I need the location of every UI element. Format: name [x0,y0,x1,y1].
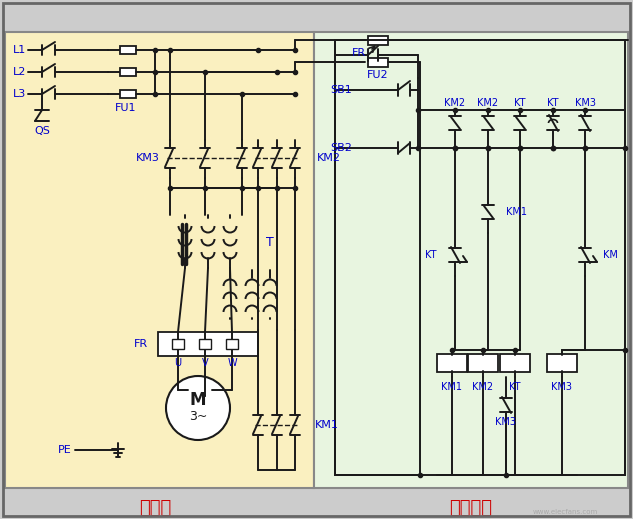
Bar [368,58,388,66]
Text: KM1: KM1 [441,382,463,392]
Text: KM2: KM2 [472,382,494,392]
Bar [199,339,211,349]
Text: KT: KT [514,98,526,108]
Text: L3: L3 [13,89,27,99]
Text: FU2: FU2 [367,70,389,80]
Bar [368,35,388,45]
Bar [120,90,136,98]
Text: KM: KM [603,250,618,260]
Text: 控制电路: 控制电路 [449,499,492,517]
Bar [468,354,498,372]
Text: KM3: KM3 [496,417,517,427]
Polygon shape [5,32,314,488]
Bar [547,354,577,372]
Text: KM3: KM3 [136,153,160,163]
Text: KM2: KM2 [317,153,341,163]
Text: KM2: KM2 [444,98,465,108]
Text: KT: KT [425,250,437,260]
Text: KM2: KM2 [477,98,499,108]
Text: FU1: FU1 [115,103,137,113]
Text: KT: KT [510,382,521,392]
Bar [226,339,238,349]
Bar [172,339,184,349]
Text: U: U [175,358,182,368]
Text: 主电路: 主电路 [139,499,171,517]
Bar [158,332,258,356]
Text: L2: L2 [13,67,27,77]
Text: KT: KT [548,98,559,108]
Bar [500,354,530,372]
Text: FR: FR [352,48,366,58]
Text: KM1: KM1 [315,420,339,430]
Bar [437,354,467,372]
Circle shape [166,376,230,440]
Text: V: V [202,358,208,368]
Bar [120,46,136,54]
Text: L1: L1 [13,45,27,55]
Text: T: T [266,237,274,250]
Text: SB1: SB1 [330,85,352,95]
Text: M: M [190,391,206,409]
Text: SB2: SB2 [330,143,352,153]
Text: KM3: KM3 [551,382,572,392]
Text: KM3: KM3 [575,98,596,108]
Text: W: W [227,358,237,368]
Text: KM1: KM1 [506,207,527,217]
Text: PE: PE [58,445,72,455]
Text: QS: QS [34,126,50,136]
Bar [120,68,136,76]
Text: 3~: 3~ [189,411,207,424]
Polygon shape [314,32,628,488]
Text: www.elecfans.com: www.elecfans.com [532,509,598,515]
Text: FR: FR [134,339,148,349]
